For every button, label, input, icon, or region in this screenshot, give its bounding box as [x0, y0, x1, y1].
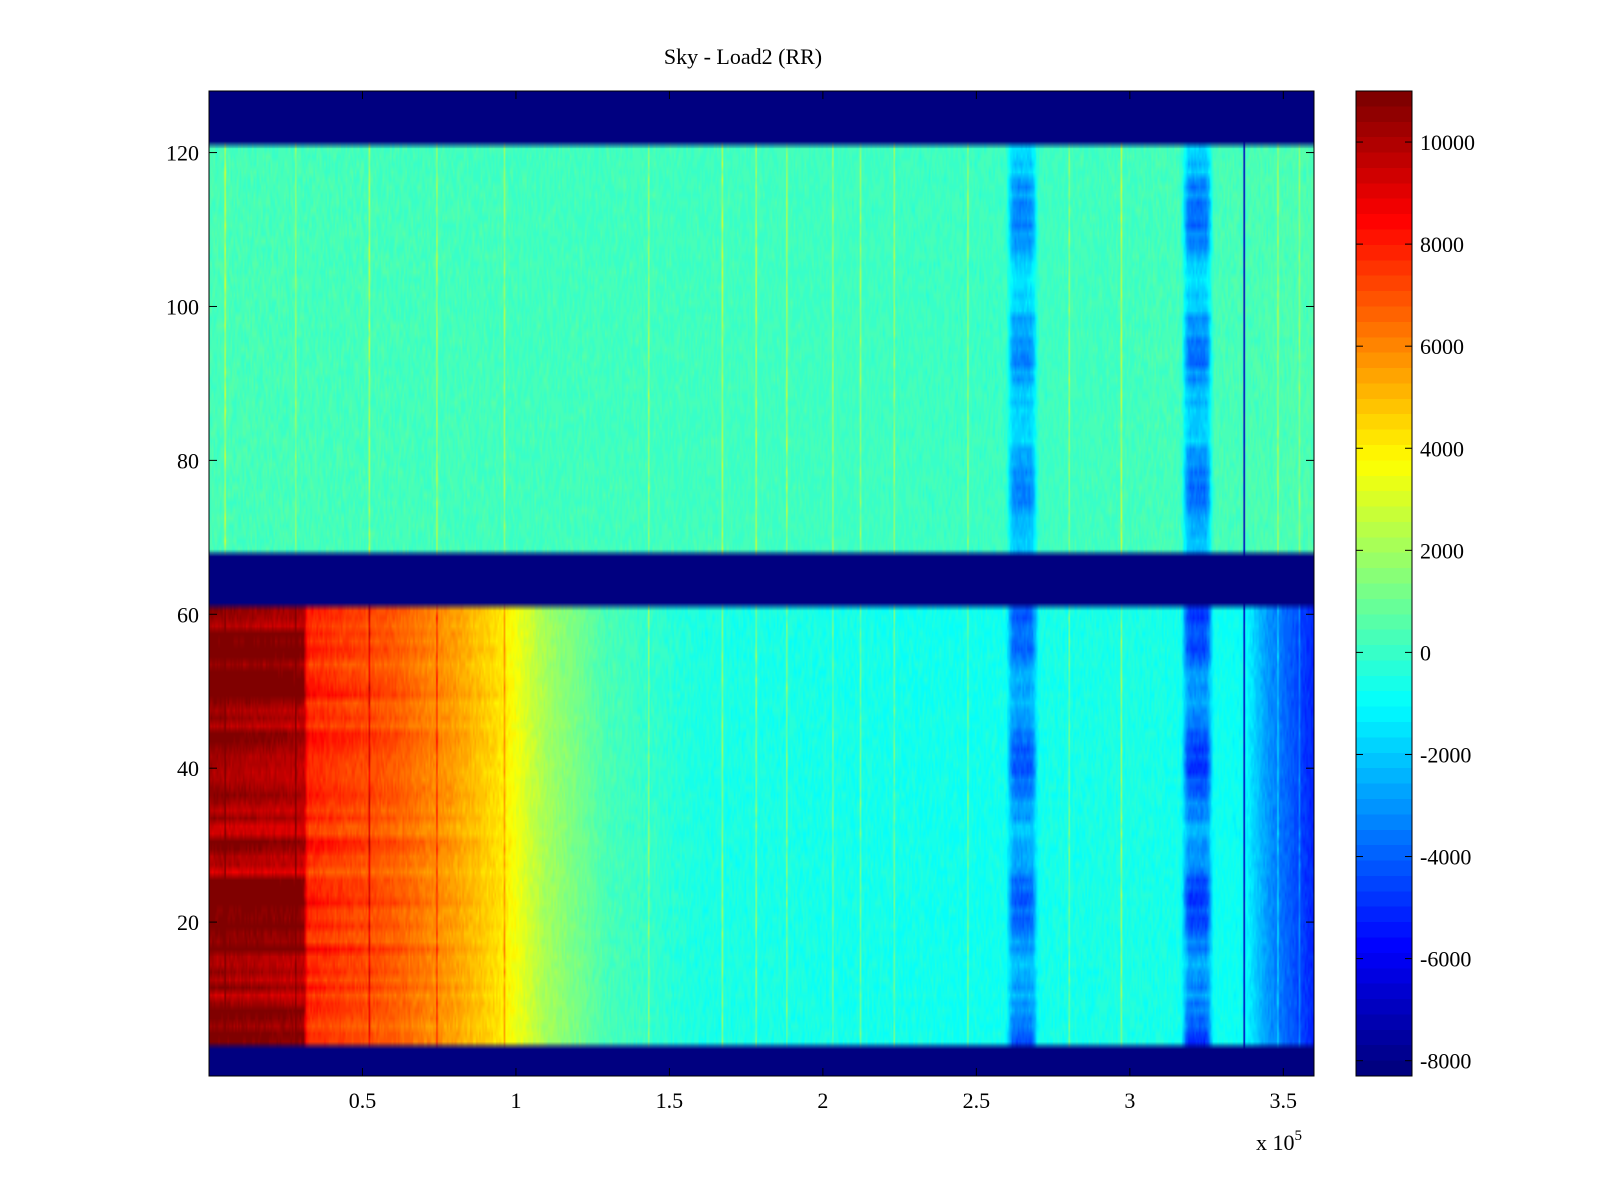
y-tick-label: 80: [177, 448, 199, 473]
y-tick-label: 60: [177, 602, 199, 627]
colorbar-tick-label: 2000: [1420, 538, 1464, 563]
plot-frame: [208, 90, 1315, 1077]
y-tick-label: 100: [166, 294, 199, 319]
x-tick-label: 1: [510, 1088, 521, 1113]
colorbar-tick-label: -6000: [1420, 947, 1471, 972]
chart-title: Sky - Load2 (RR): [664, 44, 822, 69]
colorbar-tick-label: -2000: [1420, 742, 1471, 767]
y-tick-label: 120: [166, 141, 199, 166]
colorbar-frame: [1355, 90, 1413, 1077]
x-tick-label: 2.5: [963, 1088, 991, 1113]
x-tick-label: 2: [817, 1088, 828, 1113]
x-exponent-label: x 105: [1256, 1128, 1302, 1155]
plot-area: [208, 90, 1315, 1077]
colorbar-tick-label: 8000: [1420, 232, 1464, 257]
y-tick-labels: 20 40 60 80 100 120: [166, 141, 199, 936]
colorbar-tick-label: 0: [1420, 640, 1431, 665]
colorbar: 10000 8000 6000 4000 2000 0 -2000 -4000 -6000 -80…: [1355, 90, 1475, 1077]
colorbar-tick-label: 10000: [1420, 130, 1475, 155]
x-exponent-base: x 10: [1256, 1130, 1295, 1155]
colorbar-tick-label: 6000: [1420, 334, 1464, 359]
colorbar-tick-label: 4000: [1420, 436, 1464, 461]
x-exponent-power: 5: [1295, 1128, 1303, 1144]
colorbar-tick-label: -4000: [1420, 845, 1471, 870]
colorbar-gradient: [1356, 91, 1412, 1076]
x-tick-label: 3: [1124, 1088, 1135, 1113]
x-tick-labels: 0.5 1 1.5 2 2.5 3 3.5: [349, 1088, 1297, 1113]
x-tick-label: 1.5: [656, 1088, 684, 1113]
y-tick-label: 20: [177, 910, 199, 935]
x-tick-label: 0.5: [349, 1088, 377, 1113]
y-tick-label: 40: [177, 756, 199, 781]
heatmap-image: [209, 91, 1314, 1076]
plot-ticks: [209, 91, 1314, 1076]
x-tick-label: 3.5: [1270, 1088, 1298, 1113]
colorbar-tick-label: -8000: [1420, 1049, 1471, 1074]
colorbar-ticks: 10000 8000 6000 4000 2000 0 -2000 -4000 -6000 -80…: [1356, 130, 1475, 1074]
